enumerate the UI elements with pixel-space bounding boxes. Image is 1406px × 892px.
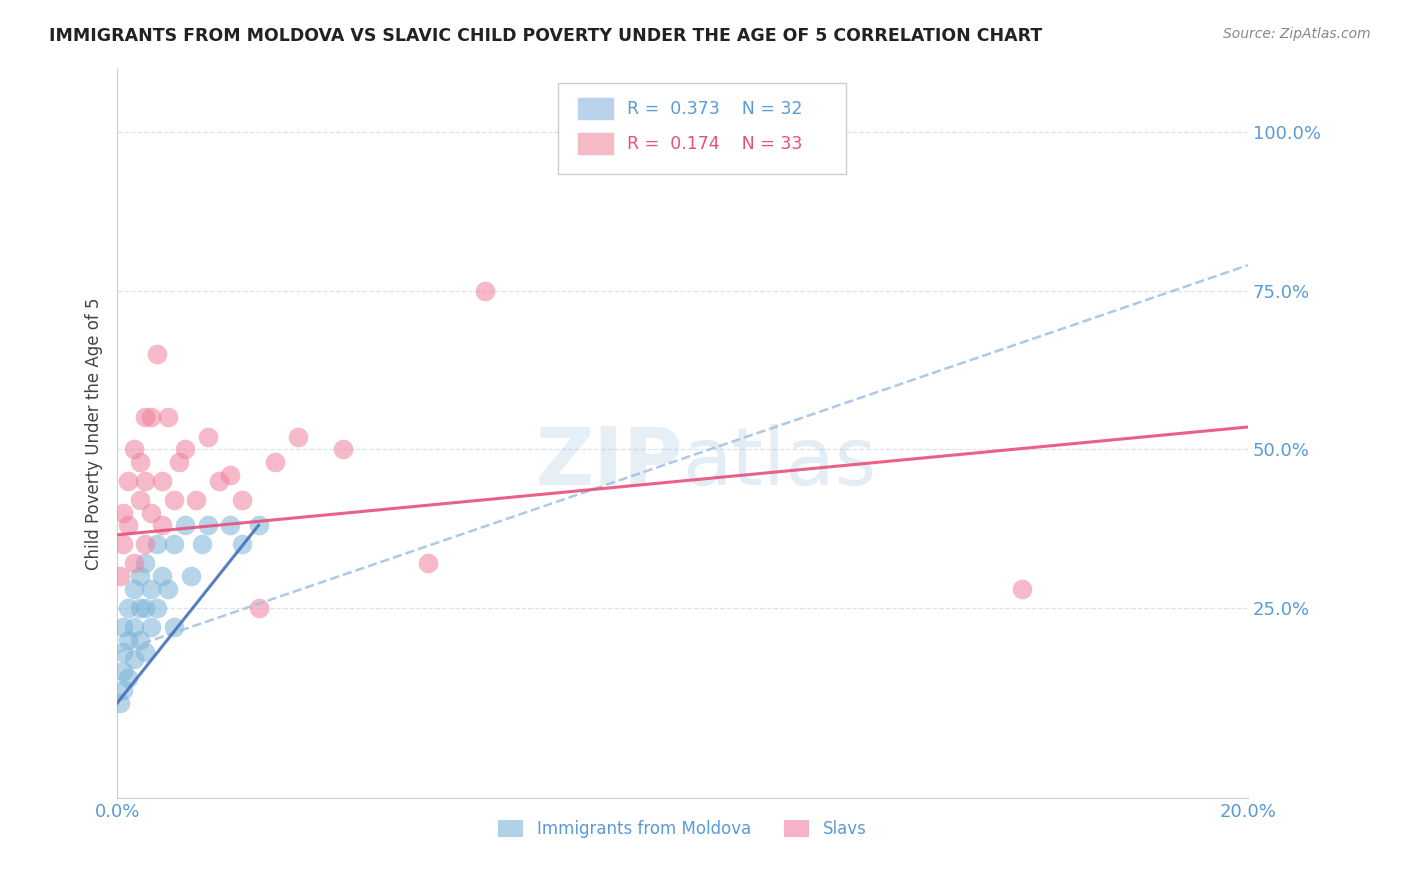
Text: R =  0.373    N = 32: R = 0.373 N = 32 — [627, 100, 803, 118]
Point — [139, 506, 162, 520]
Point — [169, 455, 191, 469]
Point — [145, 347, 167, 361]
Point — [111, 506, 134, 520]
Point — [122, 442, 145, 457]
Point — [108, 696, 131, 710]
Point — [332, 442, 354, 457]
Point — [139, 620, 162, 634]
Point — [1011, 582, 1033, 596]
Point — [117, 671, 139, 685]
Point — [145, 600, 167, 615]
Point — [111, 665, 134, 679]
Point — [128, 455, 150, 469]
Text: ZIP: ZIP — [536, 424, 682, 501]
Point — [197, 518, 219, 533]
Point — [264, 455, 287, 469]
Point — [128, 569, 150, 583]
Point — [134, 410, 156, 425]
Point — [163, 537, 186, 551]
Point — [145, 537, 167, 551]
Point — [128, 492, 150, 507]
Point — [134, 600, 156, 615]
Point — [152, 474, 174, 488]
Point — [174, 518, 197, 533]
Text: atlas: atlas — [682, 424, 877, 501]
Bar — [578, 132, 613, 155]
Point — [247, 600, 270, 615]
Point — [122, 582, 145, 596]
Point — [128, 632, 150, 647]
Point — [128, 600, 150, 615]
Point — [191, 537, 214, 551]
Point — [117, 632, 139, 647]
Point — [134, 645, 156, 659]
Point — [117, 518, 139, 533]
Point — [152, 518, 174, 533]
Point — [108, 569, 131, 583]
Text: Source: ZipAtlas.com: Source: ZipAtlas.com — [1223, 27, 1371, 41]
Point — [186, 492, 208, 507]
Bar — [578, 97, 613, 120]
Point — [122, 557, 145, 571]
Point — [474, 284, 496, 298]
Text: IMMIGRANTS FROM MOLDOVA VS SLAVIC CHILD POVERTY UNDER THE AGE OF 5 CORRELATION C: IMMIGRANTS FROM MOLDOVA VS SLAVIC CHILD … — [49, 27, 1042, 45]
Point — [231, 492, 253, 507]
Point — [180, 569, 202, 583]
Point — [157, 582, 180, 596]
Point — [117, 600, 139, 615]
Y-axis label: Child Poverty Under the Age of 5: Child Poverty Under the Age of 5 — [86, 297, 103, 570]
Point — [219, 467, 242, 482]
Point — [219, 518, 242, 533]
Point — [152, 569, 174, 583]
Point — [134, 474, 156, 488]
Legend: Immigrants from Moldova, Slavs: Immigrants from Moldova, Slavs — [492, 813, 873, 845]
Point — [174, 442, 197, 457]
Point — [157, 410, 180, 425]
Point — [122, 651, 145, 665]
Point — [208, 474, 231, 488]
Point — [247, 518, 270, 533]
FancyBboxPatch shape — [558, 83, 846, 174]
Point — [287, 429, 309, 443]
Point — [163, 492, 186, 507]
Point — [416, 557, 439, 571]
Point — [111, 537, 134, 551]
Point — [111, 683, 134, 698]
Point — [139, 582, 162, 596]
Text: R =  0.174    N = 33: R = 0.174 N = 33 — [627, 135, 803, 153]
Point — [231, 537, 253, 551]
Point — [139, 410, 162, 425]
Point — [134, 557, 156, 571]
Point — [122, 620, 145, 634]
Point — [163, 620, 186, 634]
Point — [197, 429, 219, 443]
Point — [111, 620, 134, 634]
Point — [117, 474, 139, 488]
Point — [134, 537, 156, 551]
Point — [111, 645, 134, 659]
